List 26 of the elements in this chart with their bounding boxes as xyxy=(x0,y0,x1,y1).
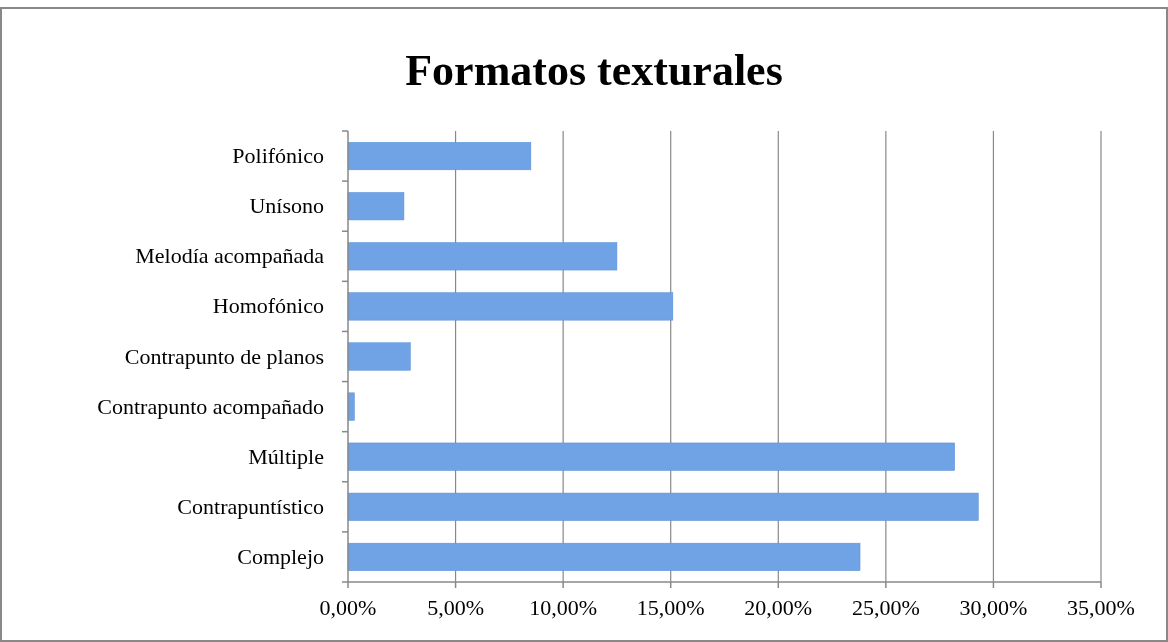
y-tick-label: Unísono xyxy=(249,193,324,219)
bar xyxy=(347,192,405,221)
bar xyxy=(347,142,532,171)
x-tick-label: 35,00% xyxy=(1067,595,1135,620)
y-tick-label: Contrapunto acompañado xyxy=(97,393,324,419)
x-tick-label: 0,00% xyxy=(319,595,377,620)
y-tick-label: Contrapunto de planos xyxy=(124,343,324,369)
bar xyxy=(347,442,955,471)
bar xyxy=(347,492,979,521)
x-tick-label: 20,00% xyxy=(744,595,813,620)
x-tick-label: 10,00% xyxy=(529,595,598,620)
x-tick-label: 15,00% xyxy=(636,595,705,620)
y-tick-label: Polifónico xyxy=(232,143,324,169)
y-tick-label: Homofónico xyxy=(212,293,324,319)
x-tick-label: 30,00% xyxy=(959,595,1028,620)
x-tick-label: 5,00% xyxy=(427,595,484,620)
y-tick-label: Melodía acompañada xyxy=(135,243,325,269)
bar xyxy=(347,242,618,271)
y-tick-label: Contrapuntístico xyxy=(177,493,324,519)
bar xyxy=(347,542,861,571)
x-tick-label: 25,00% xyxy=(851,595,920,620)
chart-title: Formatos texturales xyxy=(405,46,783,95)
y-tick-label: Múltiple xyxy=(248,443,324,469)
bar xyxy=(347,342,411,371)
y-tick-label: Complejo xyxy=(237,543,324,569)
bar xyxy=(347,292,674,321)
